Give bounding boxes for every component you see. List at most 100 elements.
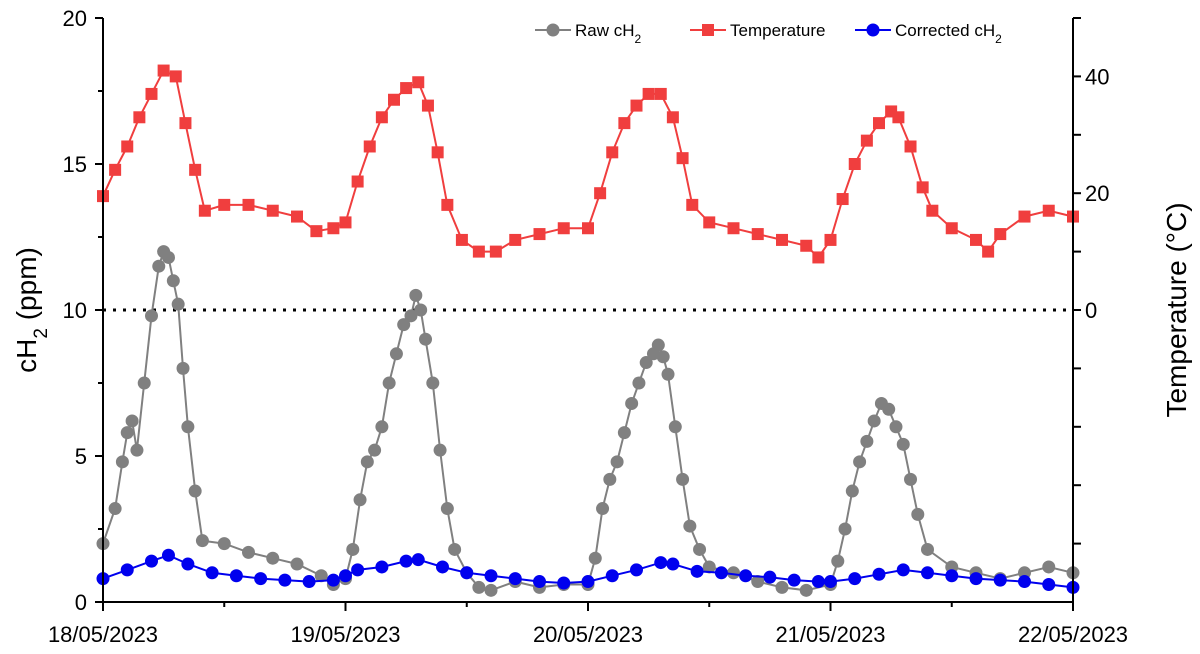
data-point	[618, 117, 631, 130]
data-point	[254, 572, 268, 586]
y-axis-title: cH2 (ppm)	[11, 247, 52, 373]
data-point	[812, 251, 825, 264]
data-point	[302, 575, 316, 589]
data-point	[455, 233, 468, 246]
series-temperature	[97, 64, 1079, 264]
data-point	[872, 567, 886, 581]
data-point	[145, 309, 158, 323]
data-point	[651, 338, 665, 352]
data-point	[1018, 575, 1031, 589]
data-point	[441, 198, 454, 211]
data-point	[639, 356, 653, 370]
data-point	[489, 245, 502, 258]
data-point	[845, 484, 859, 498]
data-point	[351, 563, 365, 577]
y2-tick-label: 0	[1085, 298, 1097, 323]
data-point	[195, 534, 209, 548]
series-raw-ch2	[96, 245, 1080, 597]
y-tick-label: 10	[63, 298, 87, 323]
data-point	[145, 87, 158, 100]
data-point	[290, 557, 304, 571]
data-point	[169, 70, 182, 83]
data-point	[108, 502, 122, 516]
legend-item-corrected-ch2: Corrected cH2	[855, 21, 1002, 46]
legend: Raw cH2 Temperature Corrected cH2	[535, 21, 1002, 46]
data-point	[714, 566, 728, 580]
legend-item-raw-ch2: Raw cH2	[535, 21, 642, 46]
data-point	[831, 554, 845, 568]
data-point	[702, 560, 716, 574]
data-point	[171, 297, 185, 311]
data-point	[382, 376, 396, 390]
data-point	[911, 507, 925, 521]
data-point	[161, 250, 175, 264]
data-point	[400, 82, 413, 95]
legend-item-temperature: Temperature	[690, 21, 825, 40]
data-point	[1042, 560, 1056, 574]
data-point	[115, 455, 129, 469]
data-point	[533, 575, 546, 589]
data-point	[882, 402, 896, 416]
data-point	[157, 64, 170, 77]
data-point	[557, 222, 570, 235]
data-point	[751, 228, 764, 241]
data-point	[181, 420, 195, 434]
data-point	[676, 472, 690, 486]
data-point	[397, 318, 411, 332]
data-point	[266, 204, 279, 217]
data-point	[686, 198, 699, 211]
data-point	[414, 303, 428, 317]
data-point	[327, 222, 340, 235]
data-point	[218, 198, 231, 211]
data-point	[409, 288, 423, 302]
data-point	[853, 455, 867, 469]
data-point	[654, 87, 667, 100]
data-point	[656, 350, 670, 364]
data-point	[1042, 577, 1056, 591]
data-point	[860, 434, 874, 448]
data-point	[460, 566, 474, 580]
data-point	[412, 76, 425, 89]
data-point	[229, 569, 243, 583]
data-point	[266, 551, 280, 565]
data-point	[867, 414, 881, 428]
data-point	[1042, 204, 1055, 217]
data-point	[594, 187, 607, 200]
y-tick-label: 20	[63, 6, 87, 31]
data-point	[676, 152, 689, 165]
data-point	[472, 245, 485, 258]
data-point	[610, 455, 624, 469]
data-point	[690, 564, 704, 578]
data-point	[811, 575, 825, 589]
x-tick-label: 20/05/2023	[533, 622, 643, 647]
data-point	[582, 222, 594, 235]
legend-marker	[866, 23, 880, 37]
data-point	[368, 443, 382, 457]
data-point	[310, 225, 323, 238]
data-point	[904, 472, 918, 486]
data-point	[121, 140, 134, 153]
data-point	[278, 573, 292, 587]
data-point	[339, 569, 352, 583]
data-point	[727, 566, 740, 580]
data-point	[668, 420, 682, 434]
data-point	[921, 566, 934, 580]
axes: 0 5 10 15 20 0 20 40 18/05/2023 19/05/2023 20/05/2…	[11, 6, 1192, 647]
data-point	[448, 542, 462, 556]
data-point	[693, 542, 707, 556]
data-point	[892, 111, 905, 124]
data-point	[181, 557, 195, 571]
legend-label: Corrected cH2	[895, 21, 1002, 46]
data-point	[166, 274, 180, 288]
data-point	[363, 140, 376, 153]
data-point	[799, 583, 813, 597]
data-point	[205, 566, 219, 580]
data-point	[388, 93, 400, 106]
data-point	[993, 573, 1007, 587]
data-point	[848, 158, 861, 170]
data-point	[945, 222, 958, 235]
data-point	[596, 502, 610, 516]
data-point	[433, 443, 447, 457]
data-point	[1018, 210, 1031, 223]
